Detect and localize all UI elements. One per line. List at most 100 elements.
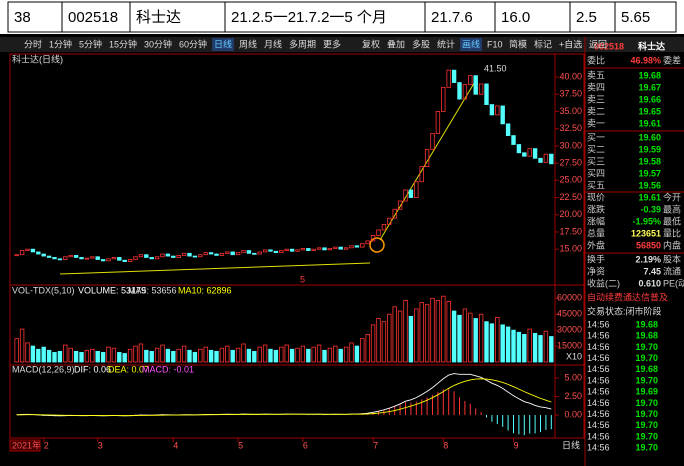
tick-price: 19.69: [635, 387, 658, 397]
toolbar-item[interactable]: 15分钟: [109, 38, 137, 49]
volume-bar: [489, 323, 495, 363]
volume-bar: [419, 302, 424, 363]
quote-status: 交易状态:闭市阶段: [587, 305, 662, 316]
volume-bar: [381, 321, 387, 363]
toolbar-item[interactable]: 画线: [462, 38, 480, 49]
year-box: [9, 439, 41, 452]
candle: [322, 247, 327, 251]
toolbar-item[interactable]: 1分钟: [49, 38, 72, 49]
toolbar-item[interactable]: 5分钟: [79, 38, 102, 49]
tick-price: 19.68: [635, 364, 658, 374]
candle: [149, 257, 154, 260]
candle: [446, 69, 451, 88]
candle: [338, 246, 343, 250]
volume-bar: [117, 352, 122, 363]
candle: [117, 257, 122, 261]
quote-value: 0.610: [638, 278, 661, 288]
toolbar-item[interactable]: 更多: [323, 38, 341, 49]
x-tick-label: 4: [173, 440, 178, 450]
candle: [257, 251, 262, 255]
toolbar-item[interactable]: F10: [487, 39, 503, 49]
toolbar-item[interactable]: 简模: [509, 38, 527, 49]
candle: [495, 105, 500, 116]
candle: [111, 257, 117, 260]
volume-bar: [235, 347, 241, 363]
candle: [468, 75, 473, 86]
candle: [176, 254, 181, 258]
candle: [360, 243, 365, 248]
quote-value: 123651: [631, 228, 661, 238]
candle: [500, 105, 505, 125]
candle: [230, 251, 235, 256]
candle: [52, 257, 57, 260]
candle: [187, 252, 192, 257]
toolbar-item[interactable]: 月线: [264, 38, 282, 49]
quote-label: 换手: [587, 253, 605, 264]
toolbar-item[interactable]: 日线: [214, 38, 232, 49]
toolbar-item[interactable]: 叠加: [387, 39, 405, 49]
tick-price: 19.70: [635, 443, 658, 453]
toolbar-item[interactable]: +自选: [559, 38, 582, 49]
toolbar-item[interactable]: 统计: [437, 38, 455, 49]
candle: [79, 257, 84, 260]
candle: [41, 253, 46, 257]
tick-time: 14:56: [587, 353, 610, 363]
candle: [306, 248, 311, 251]
toolbar-item[interactable]: 30分钟: [144, 38, 172, 49]
quote-label: 外盘: [587, 239, 605, 250]
info-table: [7, 1, 677, 33]
candle: [295, 249, 300, 252]
toolbar-item[interactable]: 分时: [24, 38, 42, 49]
table-cell: 16.0: [501, 9, 530, 26]
candle: [284, 248, 289, 251]
quote-label: 卖一: [587, 118, 605, 128]
marker-label: 5: [300, 274, 305, 284]
candle: [419, 166, 424, 183]
quote-label: 委比: [587, 54, 605, 65]
candle: [532, 148, 538, 159]
candle: [63, 256, 68, 260]
y-tick-label: 27.50: [559, 157, 582, 167]
chart-title: 科士达(日线): [12, 53, 63, 64]
quote-value: 19.65: [638, 106, 661, 116]
candle: [106, 258, 111, 262]
candle: [522, 152, 527, 157]
tick-time: 14:56: [587, 420, 610, 430]
candle: [424, 148, 430, 167]
candle: [46, 255, 52, 258]
toolbar-item[interactable]: 复权: [362, 38, 380, 49]
candle: [90, 256, 95, 259]
toolbar-item[interactable]: 多周期: [289, 38, 316, 49]
quote-extra: 委差: [663, 54, 681, 65]
quote-extra: 最高: [663, 203, 681, 214]
quote-value: 7.45: [643, 266, 661, 276]
tick-time: 14:56: [587, 331, 610, 341]
candle: [473, 75, 478, 95]
volume-bar: [14, 338, 19, 363]
toolbar: [0, 37, 684, 52]
y-tick-label: 15000: [557, 340, 582, 350]
toolbar-item[interactable]: 标记: [534, 38, 552, 49]
volume-bar: [198, 348, 203, 363]
volume-bar: [257, 346, 262, 363]
volume-bar: [25, 342, 30, 363]
tick-time: 14:56: [587, 319, 610, 329]
quote-value: 19.68: [638, 70, 661, 80]
toolbar-item[interactable]: 返回: [589, 38, 607, 49]
volume-bar: [311, 346, 316, 363]
tick-time: 14:56: [587, 387, 610, 397]
candle: [192, 255, 198, 258]
candle: [511, 135, 516, 145]
candle: [489, 104, 495, 116]
volume-bar: [154, 347, 160, 363]
toolbar-item[interactable]: 60分钟: [179, 38, 207, 49]
volume-bar: [495, 317, 500, 363]
candle: [84, 257, 90, 260]
toolbar-item[interactable]: 多股: [412, 38, 430, 49]
candle: [349, 245, 354, 249]
toolbar-item[interactable]: 周线: [239, 38, 257, 49]
volume-bar: [219, 347, 225, 363]
volume-bar: [181, 345, 187, 363]
volume-bar: [214, 350, 219, 363]
